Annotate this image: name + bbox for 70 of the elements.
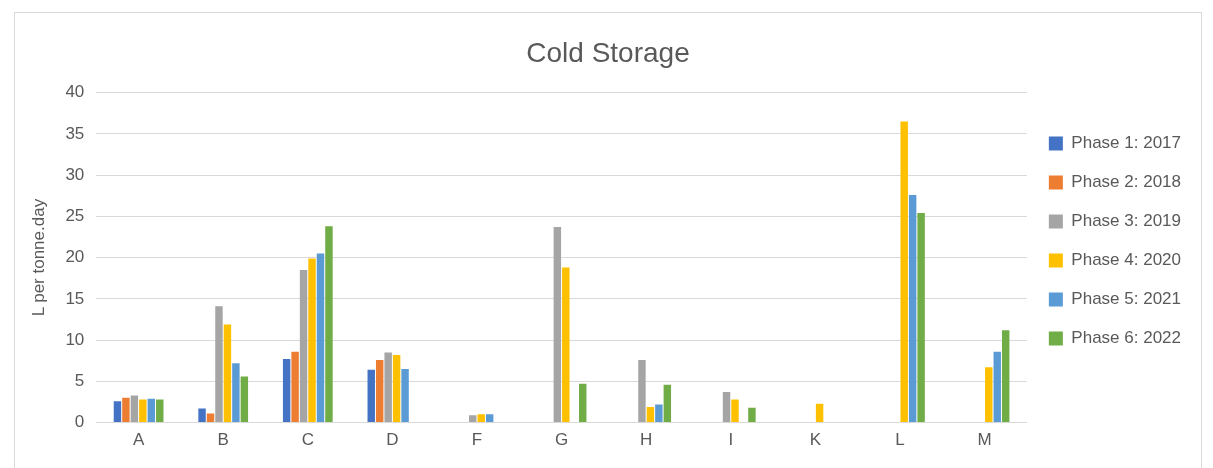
x-tick-label: H bbox=[640, 430, 653, 450]
bar bbox=[1001, 330, 1010, 423]
bar bbox=[553, 227, 562, 423]
bar bbox=[147, 398, 156, 423]
bar bbox=[308, 258, 316, 423]
x-tick-label: C bbox=[301, 430, 314, 450]
bar bbox=[917, 213, 925, 423]
legend-label: Phase 6: 2022 bbox=[1071, 328, 1182, 348]
bar bbox=[748, 407, 756, 423]
x-tick-label: F bbox=[471, 430, 483, 450]
bar bbox=[993, 351, 1001, 423]
y-tick-label: 35 bbox=[65, 123, 85, 143]
y-tick-label: 40 bbox=[65, 82, 85, 102]
bar bbox=[291, 351, 299, 423]
y-tick-label: 10 bbox=[65, 329, 85, 349]
bar bbox=[299, 269, 308, 423]
bar bbox=[908, 194, 917, 423]
bar bbox=[655, 404, 663, 423]
x-tick-label: L bbox=[895, 430, 905, 450]
y-axis-title: L per tonne.day bbox=[28, 198, 48, 317]
bar bbox=[367, 369, 375, 423]
bar bbox=[562, 267, 570, 423]
bar bbox=[240, 376, 249, 423]
bar bbox=[731, 399, 739, 423]
bar bbox=[122, 397, 130, 423]
bar bbox=[282, 359, 291, 423]
x-tick-label: M bbox=[977, 430, 992, 450]
legend-label: Phase 3: 2019 bbox=[1071, 211, 1182, 231]
legend-label: Phase 1: 2017 bbox=[1071, 133, 1182, 153]
y-tick-label: 0 bbox=[74, 412, 85, 432]
bar bbox=[113, 401, 122, 423]
bar bbox=[663, 384, 672, 423]
x-tick-label: I bbox=[728, 430, 734, 450]
x-tick-label: K bbox=[809, 430, 822, 450]
y-tick-label: 5 bbox=[74, 371, 85, 391]
bar bbox=[401, 368, 409, 423]
x-tick-label: A bbox=[132, 430, 145, 450]
bar bbox=[485, 414, 494, 423]
x-tick-label: B bbox=[217, 430, 229, 450]
bar bbox=[579, 383, 587, 423]
bar bbox=[638, 359, 646, 423]
bar bbox=[156, 399, 164, 423]
bar bbox=[392, 354, 401, 423]
y-tick-label: 25 bbox=[65, 206, 85, 226]
bar bbox=[223, 324, 232, 423]
bar bbox=[139, 399, 147, 423]
bar bbox=[130, 395, 139, 423]
bar bbox=[325, 226, 333, 423]
bar bbox=[469, 415, 477, 423]
legend-label: Phase 2: 2018 bbox=[1071, 172, 1182, 192]
bar bbox=[316, 253, 325, 423]
x-tick-label: G bbox=[554, 430, 569, 450]
bar bbox=[375, 359, 384, 423]
y-tick-label: 20 bbox=[65, 247, 85, 267]
bar bbox=[815, 403, 824, 423]
bar bbox=[722, 392, 731, 423]
chart-title: Cold Storage bbox=[526, 36, 690, 68]
legend-label: Phase 5: 2021 bbox=[1071, 289, 1182, 309]
y-tick-label: 30 bbox=[65, 164, 85, 184]
bar bbox=[232, 363, 240, 423]
bar bbox=[900, 121, 908, 423]
bar bbox=[198, 408, 206, 423]
legend-label: Phase 4: 2020 bbox=[1071, 250, 1182, 270]
bar bbox=[477, 414, 485, 423]
bar bbox=[215, 306, 223, 423]
bar bbox=[985, 367, 993, 423]
bar bbox=[384, 352, 392, 423]
x-tick-label: D bbox=[386, 430, 399, 450]
bar bbox=[646, 406, 655, 423]
y-tick-label: 15 bbox=[65, 288, 85, 308]
